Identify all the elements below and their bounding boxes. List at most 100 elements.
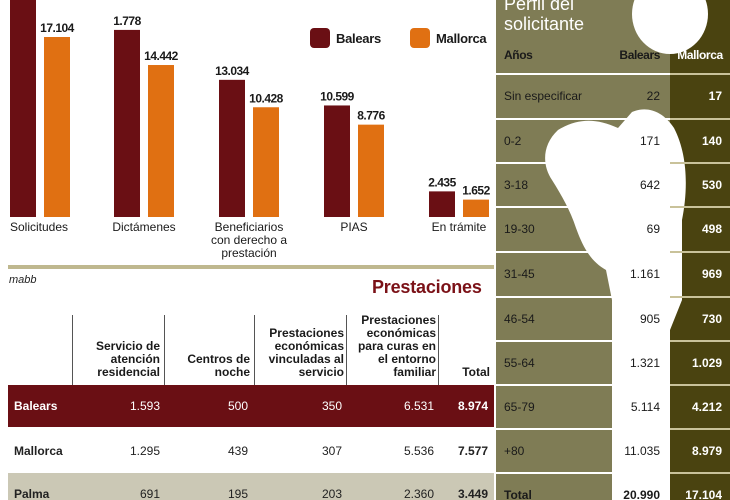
row-divider: [496, 472, 670, 474]
data-label: 13.034: [215, 64, 250, 78]
perfil-row: Sin especificar 22 17: [496, 73, 730, 117]
perfil-title-line: Perfil del: [504, 0, 575, 14]
data-label: 8.776: [357, 109, 385, 123]
balears-value: 22: [646, 89, 660, 103]
mallorca-value: 17.104: [685, 488, 722, 500]
section-divider: [8, 265, 494, 269]
age-label: Total: [504, 488, 532, 500]
table-row: Palma 691 195 203 2.360 3.449: [8, 473, 494, 500]
age-label: Sin especificar: [504, 89, 583, 103]
perfil-row: 0-2 171 140: [496, 118, 730, 162]
column-header: Centros de noche: [187, 352, 250, 379]
data-label: 10.428: [249, 91, 284, 105]
table-cell: 6.531: [403, 399, 434, 413]
mallorca-value: 1.029: [691, 356, 722, 370]
perfil-row: 19-30 69 498: [496, 206, 730, 250]
perfil-row: +80 11.035 8.979: [496, 428, 730, 472]
mallorca-value: 4.212: [691, 400, 722, 414]
table-cell: 2.360: [403, 487, 434, 500]
table-cell: 195: [227, 487, 248, 500]
row-label: Palma: [14, 487, 50, 500]
column-divider: [254, 315, 255, 385]
category-label: con derecho a: [211, 233, 287, 247]
category-label: Beneficiarios: [215, 220, 284, 234]
mallorca-value: 8.979: [691, 444, 722, 458]
row-divider: [496, 251, 670, 253]
age-label: 3-18: [504, 178, 529, 192]
table-cell: 350: [321, 399, 342, 413]
age-label: 31-45: [504, 267, 535, 281]
table-row: Balears 1.593 500 350 6.531 8.974: [8, 385, 494, 427]
row-divider: [496, 118, 670, 120]
table-cell-total: 8.974: [457, 399, 488, 413]
perfil-panel: Perfil del solicitante Años Balears Mall…: [496, 0, 730, 500]
mallorca-value: 530: [701, 178, 722, 192]
bar-balears-2: [219, 79, 245, 217]
age-label: 0-2: [504, 134, 522, 148]
bar-mallorca-1: [148, 65, 174, 218]
bar-balears-0: [10, 0, 36, 217]
row-divider: [670, 251, 730, 253]
category-label: Solicitudes: [10, 220, 68, 234]
legend-swatch-balears: [310, 28, 330, 48]
bar-balears-4: [429, 191, 455, 217]
legend-swatch-mallorca: [410, 28, 430, 48]
perfil-title: Perfil del solicitante: [504, 0, 584, 34]
table-cell-total: 3.449: [457, 487, 488, 500]
table-cell: 500: [227, 399, 248, 413]
row-divider: [496, 162, 670, 164]
legend-label-balears: Balears: [336, 30, 381, 46]
row-label: Balears: [14, 399, 58, 413]
prestaciones-table: Servicio de atención residencial Centros…: [8, 314, 494, 500]
perfil-row: 3-18 642 530: [496, 162, 730, 206]
row-divider: [670, 296, 730, 298]
category-label: En trámite: [432, 220, 487, 234]
perfil-row: 65-79 5.114 4.212: [496, 384, 730, 428]
perfil-row: 55-64 1.321 1.029: [496, 340, 730, 384]
bar-mallorca-3: [358, 124, 384, 217]
category-label: prestación: [221, 246, 276, 260]
balears-value: 905: [639, 312, 660, 326]
row-divider: [496, 206, 670, 208]
bar-balears-1: [114, 29, 140, 217]
data-label: 1.778: [113, 14, 141, 28]
perfil-header-balears: Balears: [619, 48, 660, 62]
row-divider: [670, 472, 730, 474]
perfil-total-row: Total 20.990 17.104: [496, 472, 730, 500]
column-header: Prestaciones económicas vinculadas al se…: [268, 326, 344, 379]
row-divider: [496, 73, 670, 75]
data-label: 2.435: [428, 175, 456, 189]
column-divider: [438, 315, 439, 385]
row-divider: [670, 162, 730, 164]
bar-mallorca-0: [44, 37, 70, 217]
table-cell: 1.593: [129, 399, 160, 413]
balears-value: 642: [639, 178, 660, 192]
balears-value: 171: [639, 134, 660, 148]
balears-value: 20.990: [623, 488, 660, 500]
prestaciones-header: Servicio de atención residencial Centros…: [8, 314, 494, 385]
age-label: +80: [504, 444, 525, 458]
perfil-row: 31-45 1.161 969: [496, 251, 730, 295]
category-label: Dictámenes: [112, 220, 175, 234]
table-cell: 691: [139, 487, 160, 500]
row-divider: [670, 340, 730, 342]
age-label: 55-64: [504, 356, 535, 370]
perfil-title-line: solicitante: [504, 14, 585, 34]
row-divider: [670, 73, 730, 75]
data-label: 14.442: [144, 49, 179, 63]
row-label: Mallorca: [14, 444, 63, 458]
prestaciones-title: Prestaciones: [372, 277, 482, 297]
column-divider: [72, 315, 73, 385]
row-divider: [496, 340, 670, 342]
row-divider: [670, 384, 730, 386]
data-label: 1.652: [462, 184, 490, 198]
perfil-header-mallorca: Mallorca: [677, 48, 723, 62]
category-label: PIAS: [340, 220, 367, 234]
mallorca-value: 730: [701, 312, 722, 326]
age-label: 65-79: [504, 400, 535, 414]
mallorca-value: 969: [701, 267, 722, 281]
row-divider: [670, 206, 730, 208]
legend-mallorca: Mallorca: [410, 28, 487, 48]
mallorca-value: 17: [708, 89, 722, 103]
data-label: 17.104: [40, 21, 75, 35]
